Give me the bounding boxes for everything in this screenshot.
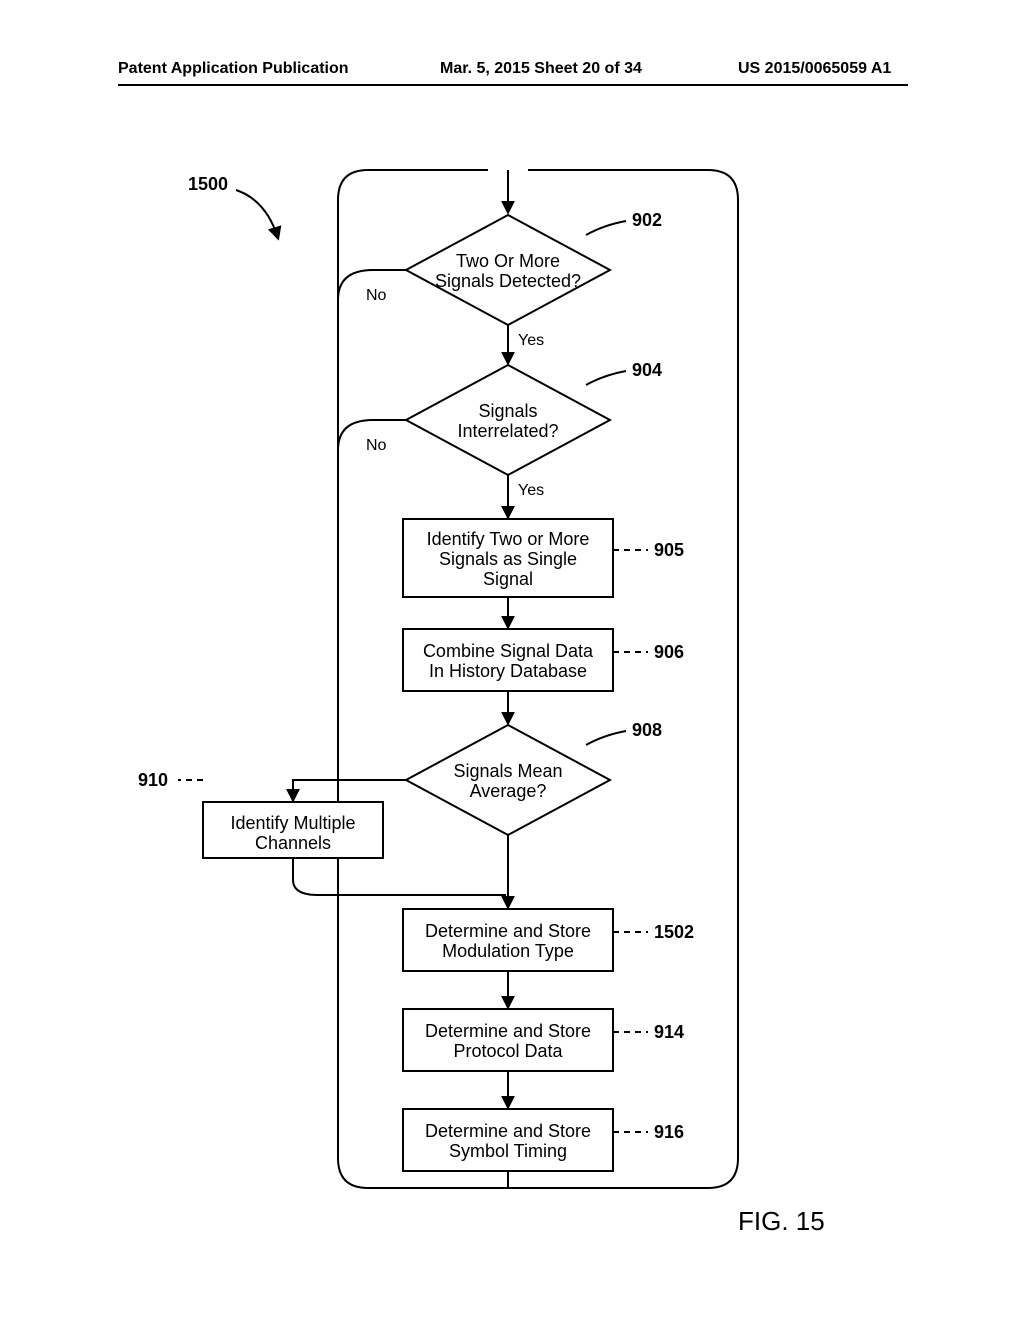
flowchart-container: 1500 Two Or More Signals Detected? 902 Y…: [118, 150, 908, 1250]
header-left: Patent Application Publication: [118, 60, 349, 78]
process-916: Determine and Store Symbol Timing 916: [403, 1109, 684, 1188]
d902-yes: Yes: [518, 332, 544, 349]
d908-l1: Signals Mean: [453, 761, 562, 781]
ref-906: 906: [654, 642, 684, 662]
ref-902: 902: [632, 210, 662, 230]
p910-l2: Channels: [255, 833, 331, 853]
page-header: Patent Application Publication Mar. 5, 2…: [0, 84, 1024, 86]
ref-910: 910: [138, 770, 168, 790]
ref-916: 916: [654, 1122, 684, 1142]
p916-l2: Symbol Timing: [449, 1141, 567, 1161]
p905-l1: Identify Two or More: [427, 529, 590, 549]
process-1502: Determine and Store Modulation Type 1502: [403, 909, 694, 1007]
header-right: US 2015/0065059 A1: [738, 60, 891, 78]
ref-914: 914: [654, 1022, 684, 1042]
ref-1502: 1502: [654, 922, 694, 942]
p1502-l1: Determine and Store: [425, 921, 591, 941]
d902-line1: Two Or More: [456, 251, 560, 271]
p916-l1: Determine and Store: [425, 1121, 591, 1141]
decision-904: Signals Interrelated? 904 Yes No: [338, 360, 662, 517]
ref-908: 908: [632, 720, 662, 740]
decision-902: Two Or More Signals Detected? 902 Yes No: [338, 210, 662, 363]
p914-l2: Protocol Data: [453, 1041, 563, 1061]
ref-905: 905: [654, 540, 684, 560]
d902-no: No: [366, 287, 387, 304]
flowchart-svg: 1500 Two Or More Signals Detected? 902 Y…: [118, 150, 908, 1250]
d902-line2: Signals Detected?: [435, 271, 581, 291]
p906-l2: In History Database: [429, 661, 587, 681]
d904-line1: Signals: [478, 401, 537, 421]
ref-1500-label: 1500: [188, 174, 228, 194]
header-center: Mar. 5, 2015 Sheet 20 of 34: [440, 60, 642, 78]
p906-l1: Combine Signal Data: [423, 641, 594, 661]
figure-caption: FIG. 15: [738, 1206, 825, 1236]
ref-1500: 1500: [188, 174, 278, 238]
header-rule: [118, 84, 908, 86]
p905-l2: Signals as Single: [439, 549, 577, 569]
d904-yes: Yes: [518, 482, 544, 499]
process-914: Determine and Store Protocol Data 914: [403, 1009, 684, 1107]
process-906: Combine Signal Data In History Database …: [403, 629, 684, 723]
d908-l2: Average?: [470, 781, 547, 801]
page: Patent Application Publication Mar. 5, 2…: [0, 0, 1024, 1320]
d904-no: No: [366, 437, 387, 454]
p1502-l2: Modulation Type: [442, 941, 574, 961]
p905-l3: Signal: [483, 569, 533, 589]
d904-line2: Interrelated?: [457, 421, 558, 441]
process-905: Identify Two or More Signals as Single S…: [403, 519, 684, 627]
p910-l1: Identify Multiple: [230, 813, 355, 833]
p914-l1: Determine and Store: [425, 1021, 591, 1041]
ref-904: 904: [632, 360, 662, 380]
